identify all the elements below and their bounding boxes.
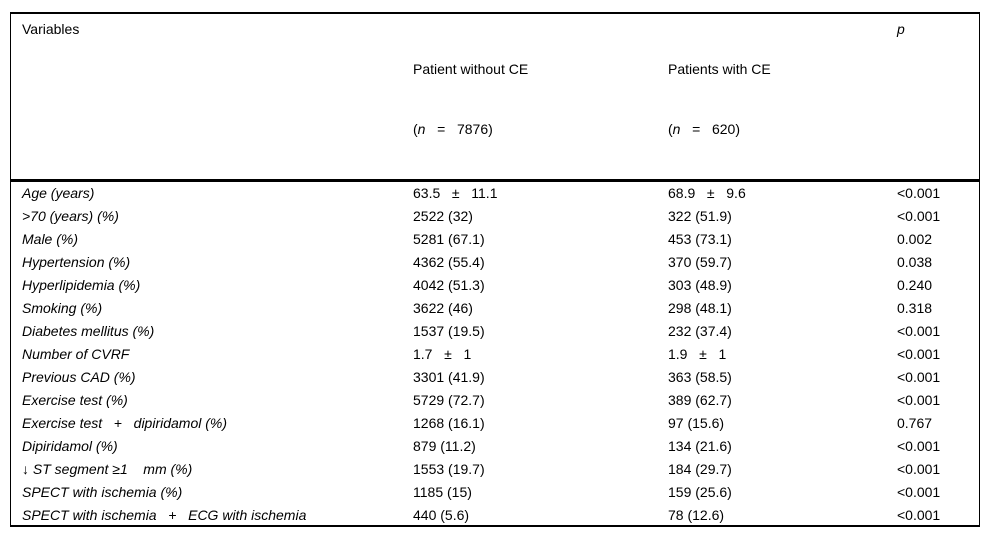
value-with-ce: 363 (58.5) xyxy=(668,369,732,385)
row-label: Previous CAD (%) xyxy=(22,369,136,385)
table-row-hyperlipidemia: Hyperlipidemia (%) 4042 (51.3) 303 (48.9… xyxy=(11,274,979,297)
row-label: Dipiridamol (%) xyxy=(22,438,118,454)
value-without-ce: 3301 (41.9) xyxy=(413,369,485,385)
value-without-ce: 879 (11.2) xyxy=(413,438,476,454)
table-row-over70: >70 (years) (%) 2522 (32) 322 (51.9) <0.… xyxy=(11,205,979,228)
value-with-ce: 298 (48.1) xyxy=(668,300,732,316)
variables-header-label: Variables xyxy=(22,21,80,37)
value-without-ce: 1537 (19.5) xyxy=(413,323,485,339)
value-with-ce: 370 (59.7) xyxy=(668,254,732,270)
p-value: 0.002 xyxy=(897,231,933,247)
value-with-ce: 322 (51.9) xyxy=(668,208,732,224)
value-with-ce: 134 (21.6) xyxy=(668,438,732,454)
p-value: 0.767 xyxy=(897,415,933,431)
col-header-with-ce: Patients with CE (n = 620) xyxy=(658,14,887,182)
row-label: Exercise test (%) xyxy=(22,392,128,408)
row-label: Hypertension (%) xyxy=(22,254,131,270)
row-label: Age (years) xyxy=(22,185,95,201)
with-ce-label: Patients with CE xyxy=(668,61,771,77)
data-table: Variables Patient without CE (n = 7876) … xyxy=(11,14,979,525)
p-value: <0.001 xyxy=(897,438,941,454)
value-without-ce: 440 (5.6) xyxy=(413,507,470,523)
paren-open: ( xyxy=(668,121,673,137)
value-with-ce: 159 (25.6) xyxy=(668,484,732,500)
p-value: <0.001 xyxy=(897,208,941,224)
table-row-dipiridamol: Dipiridamol (%) 879 (11.2) 134 (21.6) <0… xyxy=(11,435,979,458)
value-without-ce: 2522 (32) xyxy=(413,208,473,224)
p-value: <0.001 xyxy=(897,461,941,477)
value-without-ce: 1268 (16.1) xyxy=(413,415,485,431)
value-without-ce: 4362 (55.4) xyxy=(413,254,485,270)
value-with-ce: 232 (37.4) xyxy=(668,323,732,339)
table-row-male: Male (%) 5281 (67.1) 453 (73.1) 0.002 xyxy=(11,228,979,251)
value-without-ce: 3622 (46) xyxy=(413,300,473,316)
p-symbol: p xyxy=(897,21,905,37)
value-without-ce: 63.5 ± 11.1 xyxy=(413,185,498,201)
row-label: >70 (years) (%) xyxy=(22,208,119,224)
row-label: Exercise test + dipiridamol (%) xyxy=(22,415,228,431)
table-row-age: Age (years) 63.5 ± 11.1 68.9 ± 9.6 <0.00… xyxy=(11,181,979,206)
col-header-without-ce: Patient without CE (n = 7876) xyxy=(403,14,658,182)
value-with-ce: 184 (29.7) xyxy=(668,461,732,477)
p-value: <0.001 xyxy=(897,507,941,523)
value-without-ce: 1553 (19.7) xyxy=(413,461,485,477)
p-value: 0.240 xyxy=(897,277,933,293)
patient-characteristics-table: Variables Patient without CE (n = 7876) … xyxy=(10,12,980,527)
row-label: SPECT with ischemia (%) xyxy=(22,484,183,500)
table-row-exercise-dipiridamol: Exercise test + dipiridamol (%) 1268 (16… xyxy=(11,412,979,435)
value-with-ce: 97 (15.6) xyxy=(668,415,725,431)
header-row: Variables Patient without CE (n = 7876) … xyxy=(11,14,979,182)
table-row-st-segment: ↓ ST segment ≥1 mm (%) 1553 (19.7) 184 (… xyxy=(11,458,979,481)
table-row-smoking: Smoking (%) 3622 (46) 298 (48.1) 0.318 xyxy=(11,297,979,320)
value-with-ce: 1.9 ± 1 xyxy=(668,346,727,362)
value-with-ce: 389 (62.7) xyxy=(668,392,732,408)
p-value: <0.001 xyxy=(897,185,941,201)
table-row-cvrf: Number of CVRF 1.7 ± 1 1.9 ± 1 <0.001 xyxy=(11,343,979,366)
p-value: <0.001 xyxy=(897,346,941,362)
n-symbol: n xyxy=(417,121,426,137)
table-row-spect-ecg-ischemia: SPECT with ischemia + ECG with ischemia … xyxy=(11,504,979,525)
p-value: 0.318 xyxy=(897,300,933,316)
value-with-ce: 453 (73.1) xyxy=(668,231,732,247)
n-value: = 620) xyxy=(680,121,741,137)
without-ce-label: Patient without CE xyxy=(413,61,529,77)
value-without-ce: 5281 (67.1) xyxy=(413,231,485,247)
value-without-ce: 4042 (51.3) xyxy=(413,277,485,293)
with-ce-count: (n = 620) xyxy=(668,119,887,139)
row-label: Diabetes mellitus (%) xyxy=(22,323,155,339)
paren-open: ( xyxy=(413,121,418,137)
table-row-spect-ischemia: SPECT with ischemia (%) 1185 (15) 159 (2… xyxy=(11,481,979,504)
p-value: <0.001 xyxy=(897,369,941,385)
row-label: ↓ ST segment ≥1 mm (%) xyxy=(22,461,193,477)
p-value: <0.001 xyxy=(897,484,941,500)
value-with-ce: 78 (12.6) xyxy=(668,507,725,523)
table-row-diabetes: Diabetes mellitus (%) 1537 (19.5) 232 (3… xyxy=(11,320,979,343)
row-label: Male (%) xyxy=(22,231,79,247)
row-label: SPECT with ischemia + ECG with ischemia … xyxy=(22,507,307,523)
p-value: <0.001 xyxy=(897,323,941,339)
row-label: Smoking (%) xyxy=(22,300,103,316)
row-label: Hyperlipidemia (%) xyxy=(22,277,141,293)
value-with-ce: 68.9 ± 9.6 xyxy=(668,185,746,201)
table-row-previous-cad: Previous CAD (%) 3301 (41.9) 363 (58.5) … xyxy=(11,366,979,389)
value-with-ce: 303 (48.9) xyxy=(668,277,732,293)
row-label: Number of CVRF xyxy=(22,346,130,362)
table-row-exercise-test: Exercise test (%) 5729 (72.7) 389 (62.7)… xyxy=(11,389,979,412)
p-value: <0.001 xyxy=(897,392,941,408)
without-ce-count: (n = 7876) xyxy=(413,119,658,139)
n-value: = 7876) xyxy=(425,121,493,137)
table-row-hypertension: Hypertension (%) 4362 (55.4) 370 (59.7) … xyxy=(11,251,979,274)
col-header-p: p xyxy=(887,14,979,182)
p-value: 0.038 xyxy=(897,254,933,270)
n-symbol: n xyxy=(672,121,681,137)
col-header-variables: Variables xyxy=(11,14,403,182)
value-without-ce: 1185 (15) xyxy=(413,484,472,500)
value-without-ce: 1.7 ± 1 xyxy=(413,346,472,362)
value-without-ce: 5729 (72.7) xyxy=(413,392,485,408)
